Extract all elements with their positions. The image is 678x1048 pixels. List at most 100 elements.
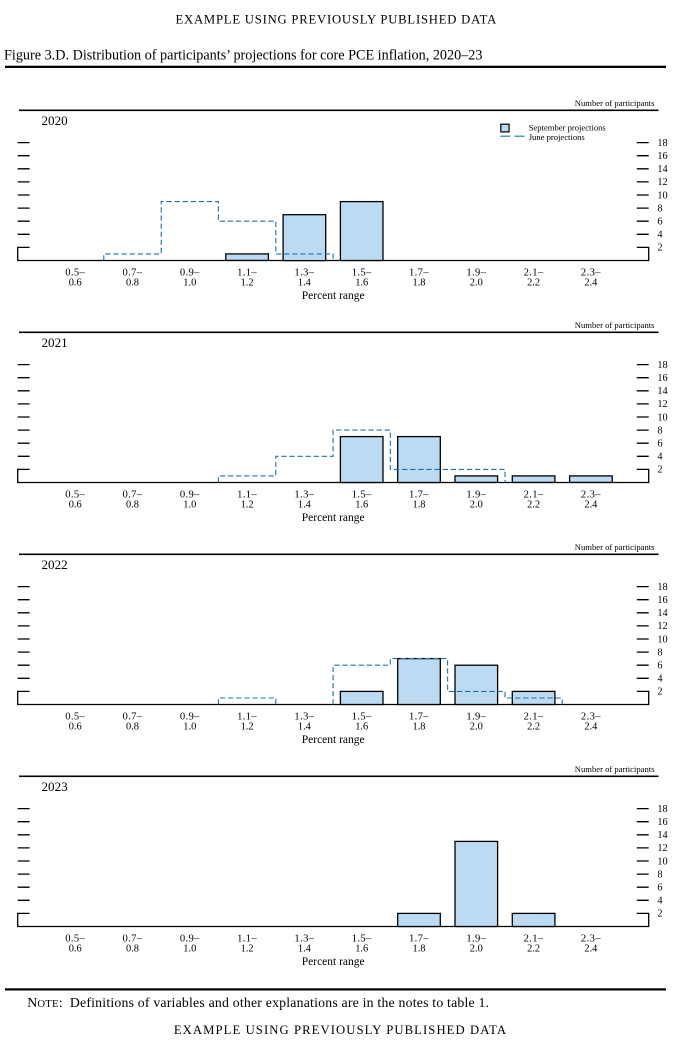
svg-text:1.1–: 1.1– — [237, 711, 257, 722]
svg-text:2.0: 2.0 — [470, 944, 483, 955]
svg-text:0.9–: 0.9– — [180, 267, 200, 278]
svg-text:0.9–: 0.9– — [180, 711, 200, 722]
svg-text:2.4: 2.4 — [584, 722, 598, 733]
svg-text:1.2: 1.2 — [241, 500, 254, 511]
svg-text:EXAMPLE USING PREVIOUSLY PUBLI: EXAMPLE USING PREVIOUSLY PUBLISHED DATA — [174, 1023, 507, 1037]
svg-text:1.3–: 1.3– — [294, 489, 314, 500]
svg-text:2.4: 2.4 — [584, 278, 598, 289]
svg-text:1.4: 1.4 — [298, 278, 312, 289]
svg-text:1.1–: 1.1– — [237, 933, 257, 944]
svg-text:0.6: 0.6 — [69, 722, 82, 733]
svg-text:1.7–: 1.7– — [409, 711, 429, 722]
svg-text:1.1–: 1.1– — [237, 489, 257, 500]
svg-text:1.2: 1.2 — [241, 278, 254, 289]
svg-text:6: 6 — [657, 661, 662, 672]
svg-text:1.9–: 1.9– — [466, 267, 486, 278]
svg-text:2.3–: 2.3– — [581, 711, 601, 722]
svg-text:2.2: 2.2 — [527, 722, 540, 733]
svg-text:0.5–: 0.5– — [65, 489, 85, 500]
svg-text:1.7–: 1.7– — [409, 489, 429, 500]
svg-text:0.9–: 0.9– — [180, 489, 200, 500]
svg-text:1.9–: 1.9– — [466, 489, 486, 500]
svg-text:Percent range: Percent range — [302, 290, 365, 302]
svg-text:1.7–: 1.7– — [409, 933, 429, 944]
svg-text:1.9–: 1.9– — [466, 711, 486, 722]
svg-text:2.0: 2.0 — [470, 722, 483, 733]
svg-text:Percent range: Percent range — [302, 956, 365, 968]
svg-text:1.8: 1.8 — [413, 500, 426, 511]
svg-text:1.8: 1.8 — [413, 722, 426, 733]
svg-text:2.1–: 2.1– — [524, 711, 544, 722]
svg-text:8: 8 — [657, 869, 662, 880]
svg-text:6: 6 — [657, 217, 662, 228]
svg-text:2.3–: 2.3– — [581, 933, 601, 944]
svg-text:2.0: 2.0 — [470, 500, 483, 511]
svg-text:2023: 2023 — [42, 779, 69, 794]
svg-text:Number of participants: Number of participants — [575, 320, 655, 330]
svg-text:1.3–: 1.3– — [294, 267, 314, 278]
svg-text:12: 12 — [657, 399, 667, 410]
svg-text:2: 2 — [657, 465, 662, 476]
svg-text:12: 12 — [657, 177, 667, 188]
svg-text:0.7–: 0.7– — [123, 489, 143, 500]
svg-text:6: 6 — [657, 883, 662, 894]
svg-text:1.6: 1.6 — [355, 500, 368, 511]
svg-text:10: 10 — [657, 190, 667, 201]
svg-text:NOTE: Definitions of variables: NOTE: Definitions of variables and other… — [27, 995, 489, 1010]
svg-text:0.5–: 0.5– — [65, 267, 85, 278]
svg-text:Number of participants: Number of participants — [575, 764, 655, 774]
svg-text:18: 18 — [657, 360, 667, 371]
svg-text:0.7–: 0.7– — [123, 933, 143, 944]
svg-text:1.7–: 1.7– — [409, 267, 429, 278]
svg-text:1.6: 1.6 — [355, 944, 368, 955]
svg-text:8: 8 — [657, 647, 662, 658]
svg-text:0.5–: 0.5– — [65, 711, 85, 722]
svg-text:2.2: 2.2 — [527, 944, 540, 955]
svg-text:10: 10 — [657, 634, 667, 645]
svg-text:1.1–: 1.1– — [237, 267, 257, 278]
svg-text:2.1–: 2.1– — [524, 267, 544, 278]
svg-text:0.6: 0.6 — [69, 278, 82, 289]
svg-text:Percent range: Percent range — [302, 734, 365, 746]
svg-text:1.5–: 1.5– — [352, 267, 372, 278]
svg-text:1.2: 1.2 — [241, 944, 254, 955]
svg-text:0.6: 0.6 — [69, 500, 82, 511]
svg-text:14: 14 — [657, 164, 667, 175]
svg-text:18: 18 — [657, 804, 667, 815]
svg-text:0.6: 0.6 — [69, 944, 82, 955]
svg-text:1.5–: 1.5– — [352, 933, 372, 944]
svg-text:0.7–: 0.7– — [123, 711, 143, 722]
svg-text:Figure 3.D. Distribution of pa: Figure 3.D. Distribution of participants… — [4, 48, 482, 64]
svg-text:2022: 2022 — [42, 557, 68, 572]
svg-text:2.2: 2.2 — [527, 278, 540, 289]
svg-text:2.1–: 2.1– — [524, 933, 544, 944]
svg-text:0.8: 0.8 — [126, 944, 139, 955]
svg-text:0.9–: 0.9– — [180, 933, 200, 944]
svg-text:1.4: 1.4 — [298, 722, 312, 733]
svg-text:2.3–: 2.3– — [581, 489, 601, 500]
svg-text:1.3–: 1.3– — [294, 933, 314, 944]
svg-text:18: 18 — [657, 138, 667, 149]
svg-text:1.8: 1.8 — [413, 278, 426, 289]
svg-text:4: 4 — [657, 230, 662, 241]
svg-text:September projections: September projections — [529, 122, 607, 132]
svg-text:1.0: 1.0 — [183, 944, 196, 955]
svg-text:4: 4 — [657, 452, 662, 463]
svg-text:1.6: 1.6 — [355, 722, 368, 733]
svg-text:1.3–: 1.3– — [294, 711, 314, 722]
svg-text:8: 8 — [657, 425, 662, 436]
svg-text:Number of participants: Number of participants — [575, 98, 655, 108]
svg-text:1.2: 1.2 — [241, 722, 254, 733]
svg-text:1.4: 1.4 — [298, 944, 312, 955]
svg-text:1.8: 1.8 — [413, 944, 426, 955]
svg-text:1.5–: 1.5– — [352, 711, 372, 722]
svg-text:1.9–: 1.9– — [466, 933, 486, 944]
svg-text:4: 4 — [657, 896, 662, 907]
svg-text:2.4: 2.4 — [584, 500, 598, 511]
svg-text:1.0: 1.0 — [183, 500, 196, 511]
svg-text:2020: 2020 — [42, 113, 69, 128]
svg-text:4: 4 — [657, 674, 662, 685]
svg-text:2.2: 2.2 — [527, 500, 540, 511]
svg-text:1.0: 1.0 — [183, 278, 196, 289]
svg-text:1.5–: 1.5– — [352, 489, 372, 500]
